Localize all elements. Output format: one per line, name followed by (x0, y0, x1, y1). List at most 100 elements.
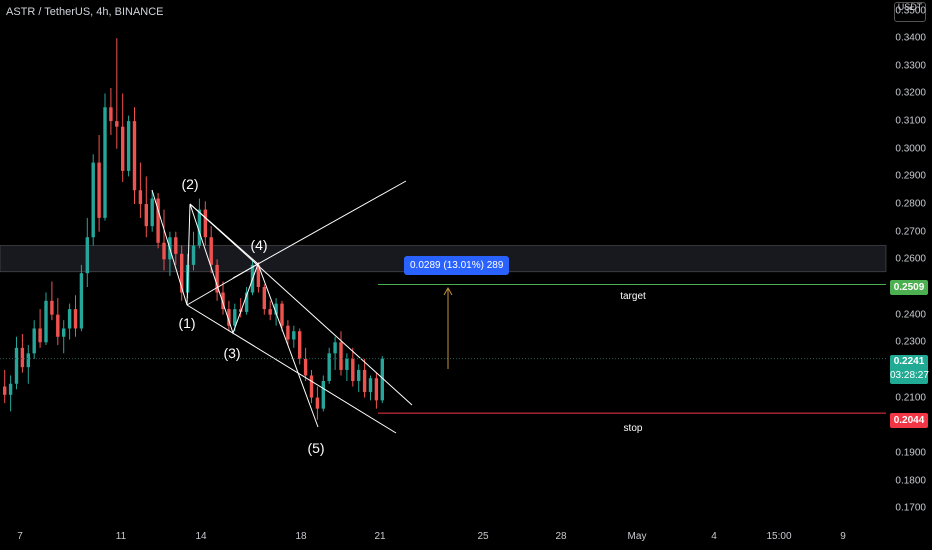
price-tick: 0.2600 (895, 253, 926, 265)
candle-body (85, 237, 89, 274)
candle-body (233, 309, 237, 326)
candle-body (56, 314, 60, 337)
price-tick: 0.1900 (895, 447, 926, 459)
measure-arrow (443, 286, 453, 369)
candle-body (268, 309, 272, 315)
candle-body (309, 375, 314, 398)
target-label: target (620, 291, 646, 302)
price-tick: 0.3000 (895, 143, 926, 155)
candle-body (20, 347, 25, 368)
candle-body (315, 397, 320, 409)
symbol-title: ASTR / TetherUS, 4h, BINANCE (6, 6, 164, 18)
candle-body (274, 303, 278, 315)
candle-body (227, 309, 231, 326)
candle-body (44, 300, 48, 343)
price-tick: 0.3400 (895, 32, 926, 44)
candle-body (109, 107, 113, 122)
candle-body (3, 386, 7, 395)
candle-body (197, 209, 202, 246)
time-tick: 14 (195, 531, 207, 542)
wave-label-5: (5) (307, 440, 325, 456)
wave-path (151, 189, 319, 428)
candle-body (38, 328, 42, 343)
candle-body (374, 378, 379, 401)
candle-body (67, 309, 72, 329)
candle-body (286, 325, 290, 340)
currency-badge[interactable]: USDT (894, 2, 926, 22)
price-axis[interactable]: USDT (886, 0, 932, 528)
time-tick: 11 (115, 531, 127, 542)
candle-body (150, 198, 154, 227)
candle-body (321, 381, 325, 409)
candle-body (215, 264, 219, 293)
candle-body (14, 347, 19, 384)
candle-body (8, 383, 13, 395)
stop-label: stop (623, 423, 643, 434)
price-tick: 0.2300 (895, 336, 926, 348)
candle-body (298, 331, 302, 359)
candle-body (132, 121, 137, 191)
channel-lower-line (186, 304, 397, 434)
bar-countdown: 03:28:27 (890, 370, 929, 381)
channel-upper-line (189, 203, 413, 406)
price-tick: 0.1800 (895, 475, 926, 487)
time-tick: 15:00 (766, 531, 792, 542)
candle-body (26, 353, 30, 368)
price-tick: 0.1700 (895, 502, 926, 514)
price-range-measure[interactable]: 0.0289 (13.01%) 289 (404, 256, 510, 275)
candle-body (115, 121, 119, 127)
price-tick: 0.3100 (895, 115, 926, 127)
price-tick: 0.2800 (895, 198, 926, 210)
time-tick: 7 (17, 531, 23, 542)
time-tick: 4 (711, 531, 717, 542)
triangle-upper-line (189, 203, 259, 265)
price-tick: 0.2400 (895, 309, 926, 321)
candle-body (345, 358, 349, 370)
candle-body (351, 358, 355, 381)
time-tick: 18 (295, 531, 307, 542)
wave-label-3: (3) (223, 345, 241, 361)
candle-body (180, 253, 184, 293)
candle-body (73, 309, 78, 329)
candle-body (244, 292, 249, 312)
time-tick: May (627, 531, 647, 542)
current-price-value: 0.2241 (893, 356, 925, 367)
candle-body (256, 264, 261, 287)
candle-body (79, 273, 84, 329)
time-tick: 21 (374, 531, 386, 542)
time-tick: 9 (840, 531, 846, 542)
candle-body (138, 190, 143, 205)
candle-body (156, 198, 160, 243)
candle-body (103, 107, 107, 218)
candle-body (362, 369, 367, 393)
wave-label-2: (2) (181, 176, 199, 192)
candle-body (380, 358, 384, 401)
candle-body (221, 292, 225, 310)
candle-body (262, 287, 266, 310)
candle-body (191, 245, 196, 265)
wave-label-1: (1) (178, 315, 196, 331)
elliott-wave-drawing (151, 180, 413, 434)
candle-body (162, 242, 166, 260)
price-tick: 0.3300 (895, 60, 926, 72)
current-price-tag: 0.2241 03:28:27 (890, 355, 929, 384)
wave-label-4: (4) (250, 237, 268, 253)
candle-body (357, 369, 361, 381)
price-tick: 0.2900 (895, 170, 926, 182)
price-tick: 0.3500 (895, 5, 926, 17)
candle-body (174, 237, 178, 254)
candle-body (303, 358, 308, 376)
candle-body (144, 204, 148, 227)
candle-body (126, 121, 131, 171)
candle-body (292, 331, 296, 340)
time-tick: 25 (477, 531, 489, 542)
target-price-tag: 0.2509 (890, 280, 928, 295)
candle-body (327, 353, 331, 381)
breakout-ray (232, 180, 407, 279)
candle-body (50, 300, 54, 315)
candle-body (280, 303, 284, 326)
price-tick: 0.3200 (895, 87, 926, 99)
candle-body (209, 237, 213, 265)
candlestick-series (3, 38, 384, 420)
